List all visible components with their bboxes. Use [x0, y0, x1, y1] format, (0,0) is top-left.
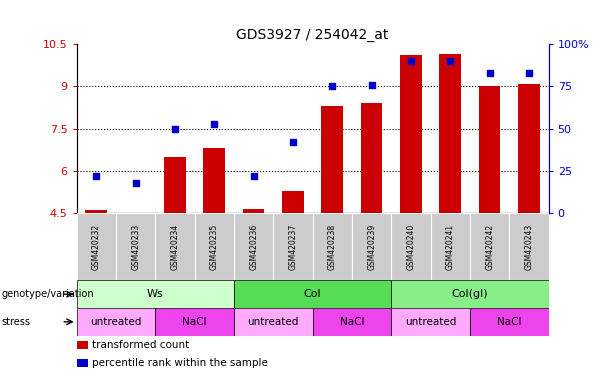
Point	[210, 121, 219, 127]
Point	[131, 180, 140, 186]
Bar	[430, 213, 470, 280]
Bar	[77, 308, 155, 336]
Bar	[164, 157, 186, 213]
Text: GSM420234: GSM420234	[170, 223, 180, 270]
Bar	[470, 308, 549, 336]
Bar	[313, 308, 391, 336]
Title: GDS3927 / 254042_at: GDS3927 / 254042_at	[237, 28, 389, 42]
Text: GSM420241: GSM420241	[446, 223, 455, 270]
Bar	[234, 308, 313, 336]
Text: GSM420240: GSM420240	[406, 223, 416, 270]
Bar	[352, 213, 391, 280]
Bar	[116, 213, 155, 280]
Text: Col: Col	[304, 289, 321, 299]
Text: GSM420237: GSM420237	[289, 223, 297, 270]
Text: untreated: untreated	[90, 317, 142, 327]
Text: transformed count: transformed count	[92, 340, 189, 350]
Text: GSM420243: GSM420243	[525, 223, 533, 270]
Text: NaCl: NaCl	[183, 317, 207, 327]
Point	[170, 126, 180, 132]
Point	[524, 70, 534, 76]
Bar	[234, 213, 273, 280]
Text: stress: stress	[1, 317, 30, 327]
Text: GSM420238: GSM420238	[328, 223, 337, 270]
Bar	[361, 103, 383, 213]
Text: untreated: untreated	[248, 317, 299, 327]
Bar	[204, 148, 225, 213]
Bar	[479, 86, 500, 213]
Text: GSM420236: GSM420236	[249, 223, 258, 270]
Bar	[77, 359, 88, 367]
Bar	[273, 213, 313, 280]
Bar	[440, 54, 461, 213]
Text: percentile rank within the sample: percentile rank within the sample	[92, 358, 268, 367]
Bar	[509, 213, 549, 280]
Point	[288, 139, 298, 145]
Point	[327, 83, 337, 89]
Bar	[282, 190, 304, 213]
Point	[249, 173, 259, 179]
Bar	[85, 210, 107, 213]
Bar	[313, 213, 352, 280]
Bar	[321, 106, 343, 213]
Bar	[400, 55, 422, 213]
Bar	[518, 84, 540, 213]
Bar	[391, 213, 430, 280]
Bar	[194, 213, 234, 280]
Bar	[470, 213, 509, 280]
Text: GSM420235: GSM420235	[210, 223, 219, 270]
Bar	[391, 308, 470, 336]
Text: Ws: Ws	[147, 289, 164, 299]
Text: GSM420233: GSM420233	[131, 223, 140, 270]
Bar	[243, 209, 264, 213]
Text: GSM420239: GSM420239	[367, 223, 376, 270]
Text: genotype/variation: genotype/variation	[1, 289, 94, 299]
Text: NaCl: NaCl	[340, 317, 364, 327]
Point	[485, 70, 495, 76]
Text: Col(gl): Col(gl)	[452, 289, 489, 299]
Text: GSM420232: GSM420232	[92, 223, 101, 270]
Point	[91, 173, 101, 179]
Bar	[155, 213, 195, 280]
Point	[446, 58, 455, 64]
Bar	[155, 308, 234, 336]
Text: NaCl: NaCl	[497, 317, 522, 327]
Text: GSM420242: GSM420242	[485, 223, 494, 270]
Text: untreated: untreated	[405, 317, 456, 327]
Bar	[77, 341, 88, 349]
Bar	[77, 213, 116, 280]
Bar	[391, 280, 549, 308]
Point	[406, 58, 416, 64]
Point	[367, 82, 376, 88]
Bar	[234, 280, 391, 308]
Bar	[77, 280, 234, 308]
